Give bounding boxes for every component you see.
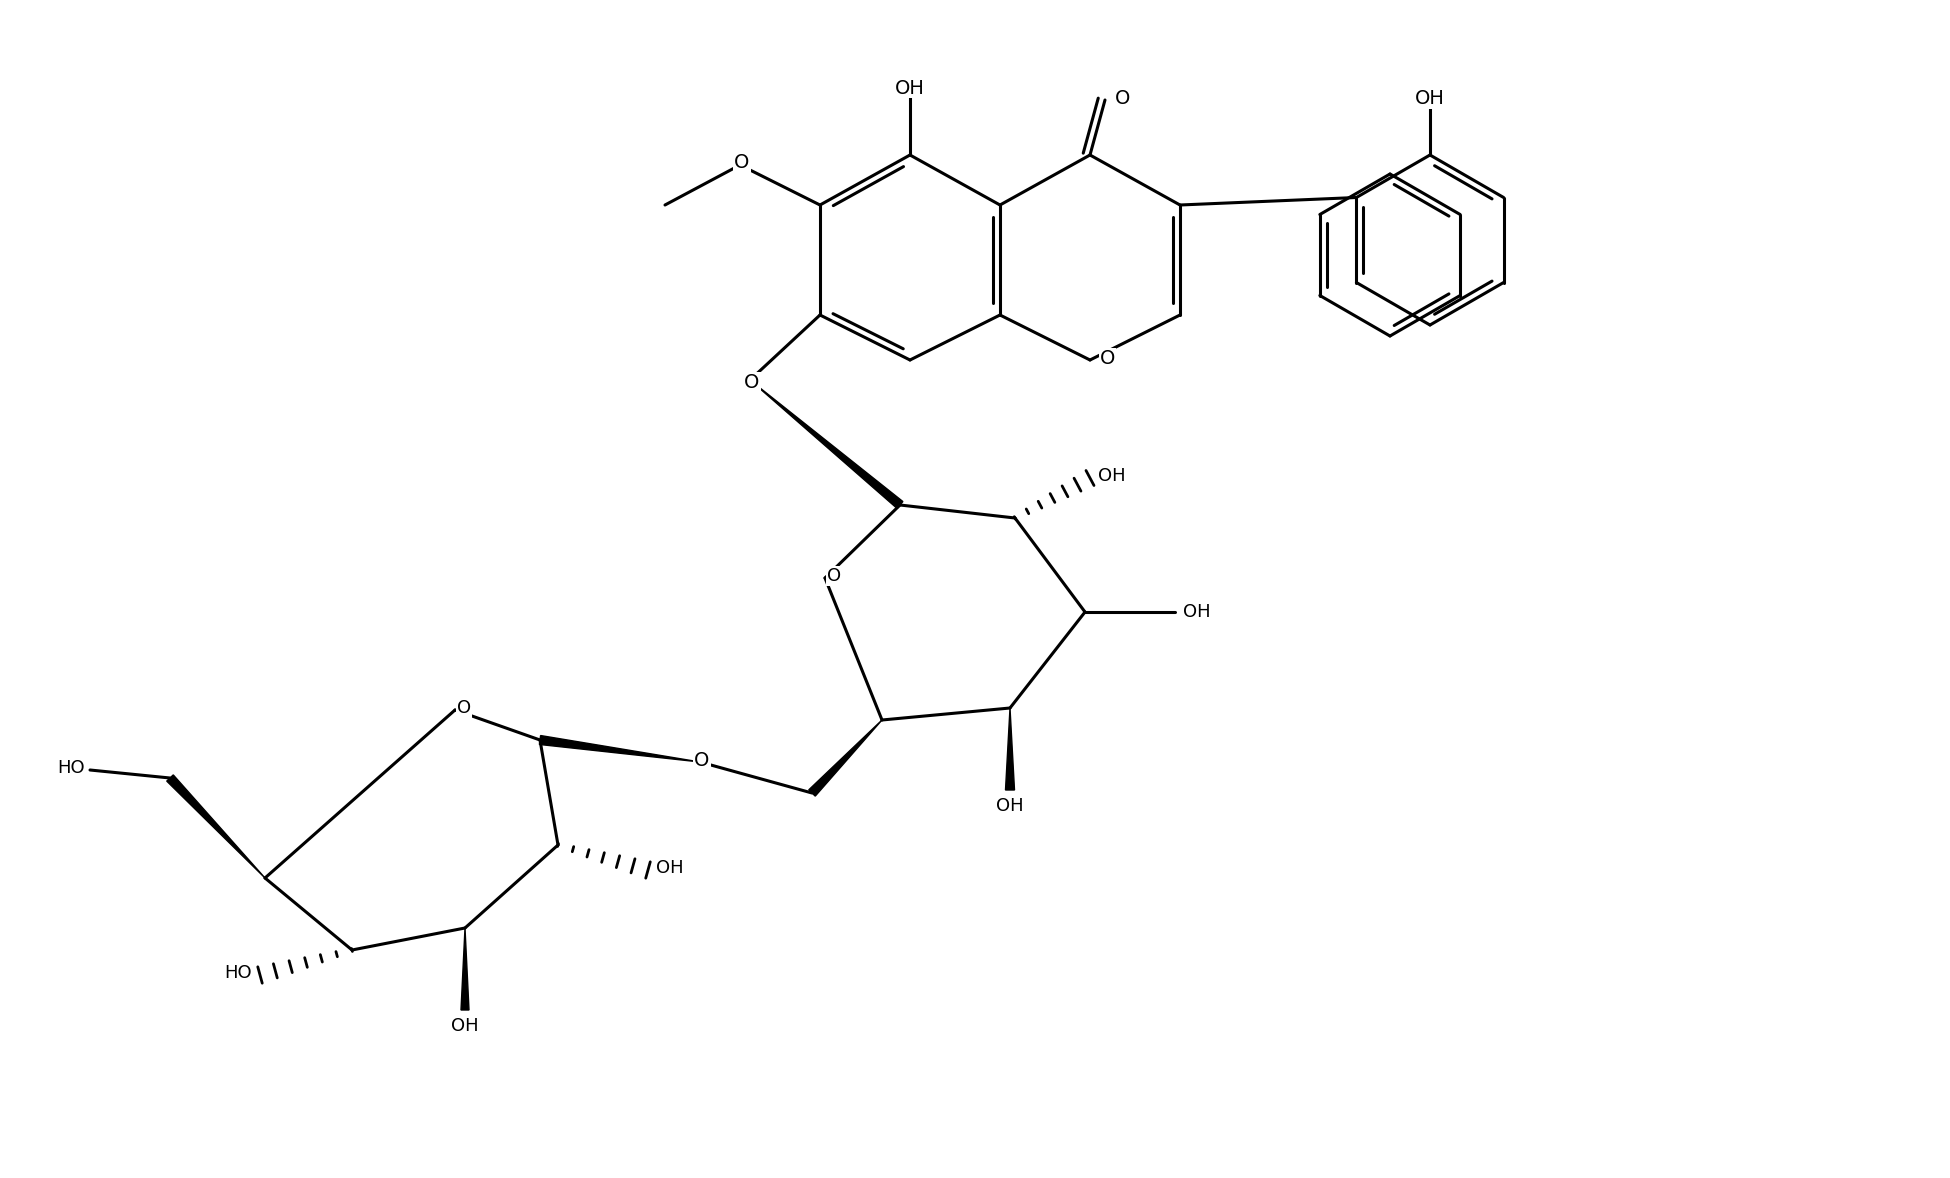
Polygon shape: [1006, 708, 1014, 790]
Text: OH: OH: [996, 798, 1024, 815]
Polygon shape: [540, 735, 700, 762]
Text: O: O: [694, 750, 710, 769]
Text: O: O: [1100, 349, 1115, 368]
Text: OH: OH: [450, 1017, 480, 1035]
Text: O: O: [745, 372, 760, 391]
Text: O: O: [456, 699, 472, 717]
Text: OH: OH: [1184, 603, 1211, 621]
Polygon shape: [460, 928, 470, 1010]
Polygon shape: [751, 380, 903, 509]
Polygon shape: [809, 720, 881, 796]
Text: HO: HO: [224, 964, 252, 982]
Text: O: O: [735, 153, 749, 172]
Text: O: O: [1115, 88, 1131, 107]
Text: O: O: [827, 567, 840, 585]
Text: HO: HO: [57, 759, 86, 777]
Text: OH: OH: [1098, 466, 1125, 485]
Text: OH: OH: [895, 79, 924, 98]
Polygon shape: [168, 775, 265, 878]
Text: OH: OH: [1416, 90, 1445, 108]
Text: OH: OH: [655, 859, 684, 876]
